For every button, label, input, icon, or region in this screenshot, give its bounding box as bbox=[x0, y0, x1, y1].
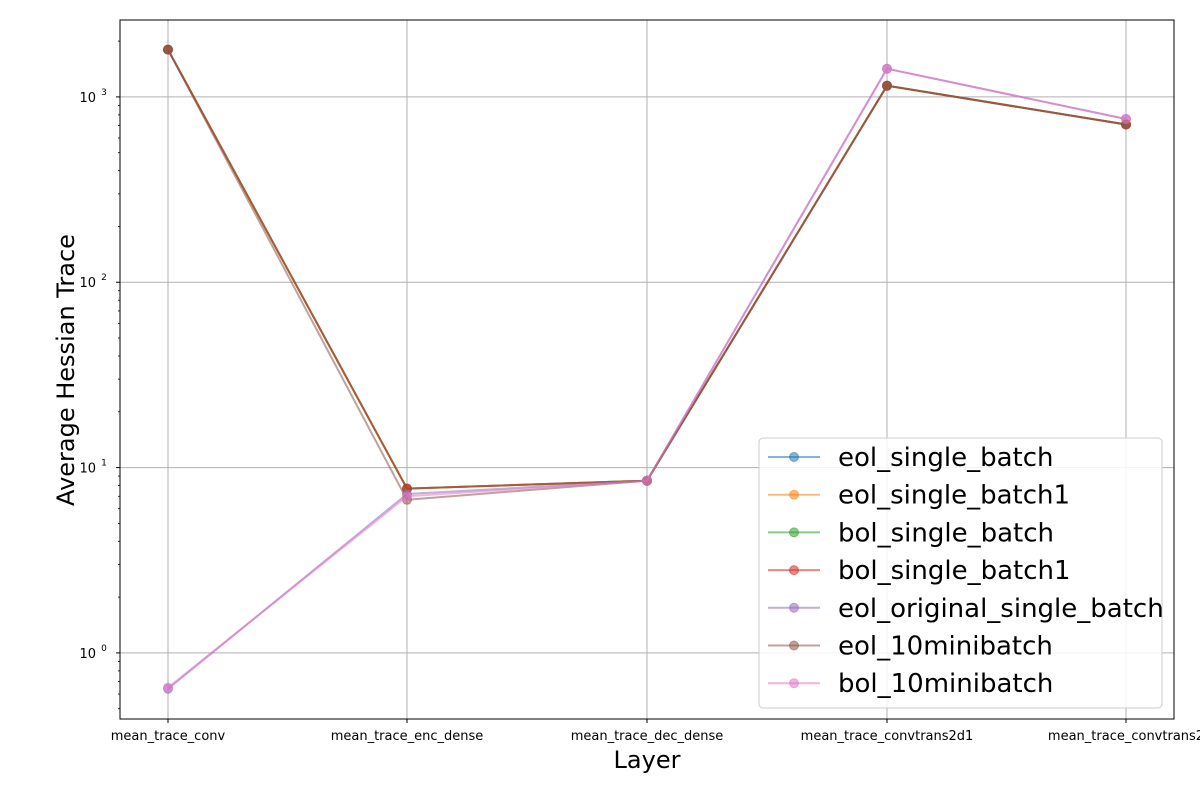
grid bbox=[120, 20, 1174, 719]
data-point-eol_10minibatch bbox=[163, 44, 173, 55]
x-tick-label: mean_trace_conv bbox=[111, 729, 226, 744]
y-tick-label: 10 bbox=[79, 647, 96, 662]
legend-label: eol_10minibatch bbox=[838, 632, 1053, 662]
legend-marker bbox=[789, 489, 799, 500]
y-tick-label: 10 bbox=[79, 91, 96, 106]
legend-marker bbox=[789, 640, 799, 651]
data-point-bol_10minibatch bbox=[163, 682, 173, 693]
series-lines bbox=[163, 44, 1131, 694]
y-tick-exponent: 1 bbox=[101, 459, 107, 469]
legend-box bbox=[758, 437, 1163, 709]
data-point-bol_10minibatch bbox=[642, 475, 652, 486]
legend-marker bbox=[789, 452, 799, 462]
x-tick-label: mean_trace_dec_dense bbox=[571, 729, 724, 744]
legend: eol_single_batch eol_single_batch1 bol_sin… bbox=[758, 437, 1164, 709]
x-tick-label: mean_trace_convtrans2d1 bbox=[801, 729, 974, 744]
legend-label: bol_single_batch bbox=[838, 518, 1054, 548]
data-point-eol_10minibatch bbox=[882, 80, 892, 91]
y-tick-exponent: 0 bbox=[101, 644, 107, 654]
legend-label: eol_single_batch1 bbox=[838, 481, 1070, 511]
y-axis-label: Average Hessian Trace bbox=[52, 234, 80, 506]
y-tick-exponent: 3 bbox=[101, 88, 107, 98]
legend-label: bol_single_batch1 bbox=[838, 556, 1071, 586]
y-tick-label: 10 bbox=[79, 462, 96, 477]
legend-marker bbox=[789, 602, 799, 613]
legend-label: eol_single_batch bbox=[838, 443, 1054, 473]
legend-marker bbox=[789, 565, 799, 576]
y-tick-exponent: 2 bbox=[101, 273, 107, 283]
x-tick-label: mean_trace_convtrans2 bbox=[1048, 729, 1200, 744]
legend-marker bbox=[789, 527, 799, 538]
data-point-bol_10minibatch bbox=[1121, 114, 1131, 124]
y-axis-ticks: 10 0 10 1 10 2 10 3 bbox=[79, 40, 120, 710]
data-point-bol_10minibatch bbox=[882, 63, 892, 74]
legend-label: eol_original_single_batch bbox=[838, 594, 1164, 624]
x-tick-label: mean_trace_enc_dense bbox=[331, 729, 484, 744]
x-axis-ticks: mean_trace_conv mean_trace_enc_dense mean_… bbox=[111, 719, 1200, 744]
x-axis-label: Layer bbox=[614, 746, 681, 774]
data-point-bol_10minibatch bbox=[402, 491, 412, 502]
y-tick-label: 10 bbox=[79, 276, 96, 291]
legend-label: bol_10minibatch bbox=[838, 669, 1053, 699]
legend-marker bbox=[789, 678, 799, 689]
